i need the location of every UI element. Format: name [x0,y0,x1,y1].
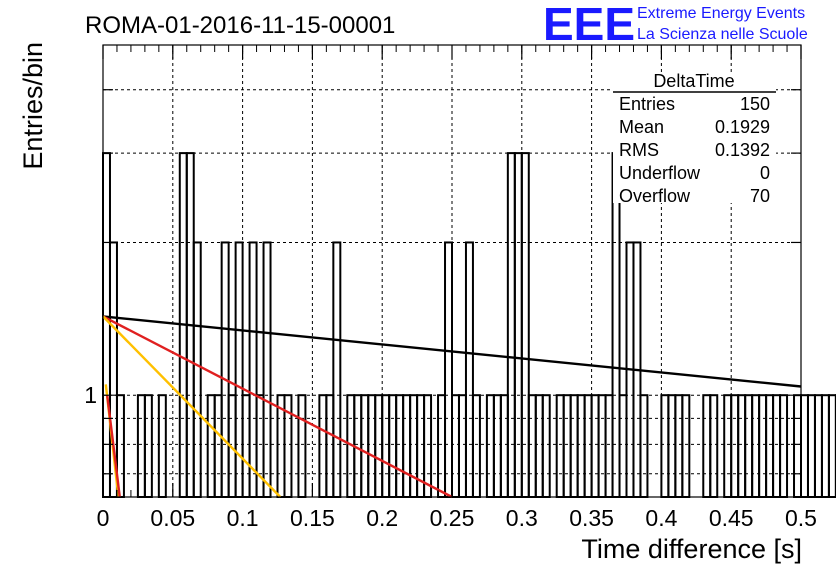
fit-line-0 [102,315,802,388]
fit-lines [102,315,802,499]
fit-line-1 [102,315,453,499]
logo-mark: EEE [543,0,635,50]
fit-line-4 [106,395,121,498]
chart-title: ROMA-01-2016-11-15-00001 [85,12,395,39]
stats-mean-label: Mean [619,117,664,137]
plot-frame [102,44,802,498]
stats-entries-value: 150 [740,94,770,114]
x-tick-label: 0.4 [645,505,677,531]
x-axis-title: Time difference [s] [581,534,802,564]
x-tick-label: 0.15 [290,505,335,531]
x-tick-label: 0.5 [785,505,817,531]
x-tick-label: 0 [97,505,110,531]
axis-ticks: 0 0.05 0.1 0.15 0.2 0.25 0.3 0.35 0.4 0.45 0.5 1 [84,45,817,531]
stats-box-background [613,75,776,203]
stats-underflow-label: Underflow [619,163,701,183]
x-tick-label: 0.2 [366,505,398,531]
x-tick-label: 0.3 [506,505,538,531]
stats-rms-value: 0.1392 [715,140,770,160]
stats-title: DeltaTime [653,71,734,91]
x-tick-label: 0.35 [569,505,614,531]
stats-mean-value: 0.1929 [715,117,770,137]
logo-line-2: La Scienza nelle Scuole [637,26,808,43]
x-tick-label: 0.45 [709,505,754,531]
x-tick-label: 0.05 [150,505,195,531]
x-tick-label: 0.25 [430,505,475,531]
logo-line-1: Extreme Energy Events [637,5,805,22]
stats-overflow-value: 70 [750,186,770,206]
fit-line-2 [102,315,282,498]
stats-underflow-value: 0 [760,163,770,183]
eee-logo: EEE Extreme Energy Events La Scienza nel… [543,0,808,50]
stats-overflow-label: Overflow [619,186,691,206]
x-tick-label: 0.1 [227,505,259,531]
stats-rms-label: RMS [619,140,659,160]
stats-entries-label: Entries [619,94,675,114]
y-axis-title: Entries/bin [18,42,48,170]
y-tick-label: 1 [84,382,97,408]
stats-box: DeltaTime Entries 150 Mean 0.1929 RMS 0.… [613,71,776,206]
